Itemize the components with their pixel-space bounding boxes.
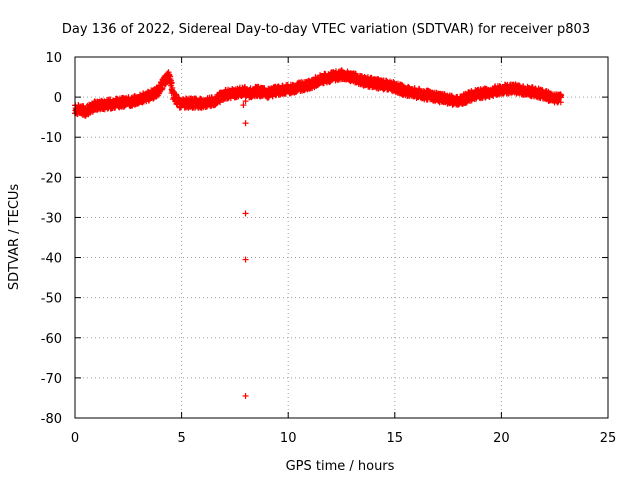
y-tick-label: -60: [41, 332, 62, 347]
y-tick-label: -10: [41, 131, 62, 146]
y-tick-label: -30: [41, 211, 62, 226]
x-tick-label: 0: [71, 431, 79, 446]
y-tick-label: 10: [45, 51, 62, 66]
x-tick-label: 25: [600, 431, 617, 446]
y-tick-labels: 10 0 -10 -20 -30 -40 -50 -60 -70 -80: [41, 51, 62, 427]
x-tick-label: 20: [493, 431, 510, 446]
x-tick-labels: 0 5 10 15 20 25: [71, 431, 616, 446]
x-tick-label: 10: [280, 431, 297, 446]
grid: [75, 57, 608, 418]
y-tick-label: -40: [41, 252, 62, 267]
y-tick-label: 0: [54, 91, 62, 106]
y-tick-label: -80: [41, 412, 62, 427]
data-point: [107, 96, 114, 103]
y-tick-label: -70: [41, 372, 62, 387]
data-points: [71, 67, 565, 399]
chart-title: Day 136 of 2022, Sidereal Day-to-day VTE…: [62, 22, 590, 37]
data-point: [168, 80, 175, 87]
y-tick-label: -20: [41, 171, 62, 186]
x-axis-title: GPS time / hours: [286, 459, 395, 474]
data-point: [159, 85, 166, 92]
data-point: [310, 78, 317, 85]
y-tick-label: -50: [41, 292, 62, 307]
x-tick-label: 5: [177, 431, 185, 446]
y-axis-title: SDTVAR / TECUs: [7, 184, 22, 291]
data-point: [166, 72, 173, 79]
x-tick-label: 15: [387, 431, 404, 446]
